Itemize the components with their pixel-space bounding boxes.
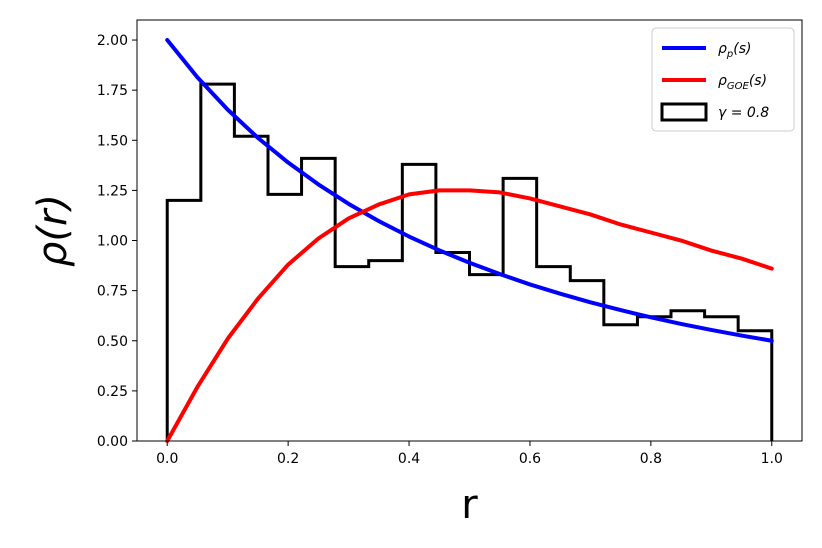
x-tick-label: 1.0 — [761, 451, 783, 467]
y-tick-label: 0.50 — [97, 334, 128, 350]
y-tick-label: 0.25 — [97, 384, 128, 400]
series-line-rho-goe — [165, 188, 774, 443]
y-tick-label: 1.75 — [97, 83, 128, 99]
y-tick-label: 0.00 — [97, 434, 128, 450]
plot-content — [165, 38, 774, 443]
x-tick-label: 0.0 — [156, 451, 178, 467]
legend-swatch-box — [660, 102, 708, 122]
y-tick-label: 2.00 — [97, 33, 128, 49]
legend-label: γ = 0.8 — [718, 105, 769, 121]
x-tick-label: 0.8 — [640, 451, 662, 467]
y-tick-label: 1.50 — [97, 133, 128, 149]
series-line-rho-p — [165, 38, 774, 343]
plot-frame — [136, 19, 803, 442]
x-axis-label: r — [461, 482, 478, 528]
y-tick-label: 0.75 — [97, 284, 128, 300]
legend-label: ρp(s) — [718, 41, 751, 60]
y-axis: 0.00 0.25 0.50 0.75 1.00 1.25 1.50 1.75 2.00 — [97, 33, 137, 450]
x-tick-label: 0.4 — [398, 451, 420, 467]
x-tick-label: 0.2 — [277, 451, 299, 467]
legend: ρp(s) ρGOE(s) γ = 0.8 — [651, 27, 795, 132]
y-axis-label: ρ(r) — [30, 194, 76, 267]
x-tick-label: 0.6 — [519, 451, 541, 467]
legend-label: ρGOE(s) — [718, 73, 767, 92]
y-tick-label: 1.25 — [97, 183, 128, 199]
x-axis: 0.0 0.2 0.4 0.6 0.8 1.0 — [156, 441, 783, 467]
y-tick-label: 1.00 — [97, 234, 128, 250]
